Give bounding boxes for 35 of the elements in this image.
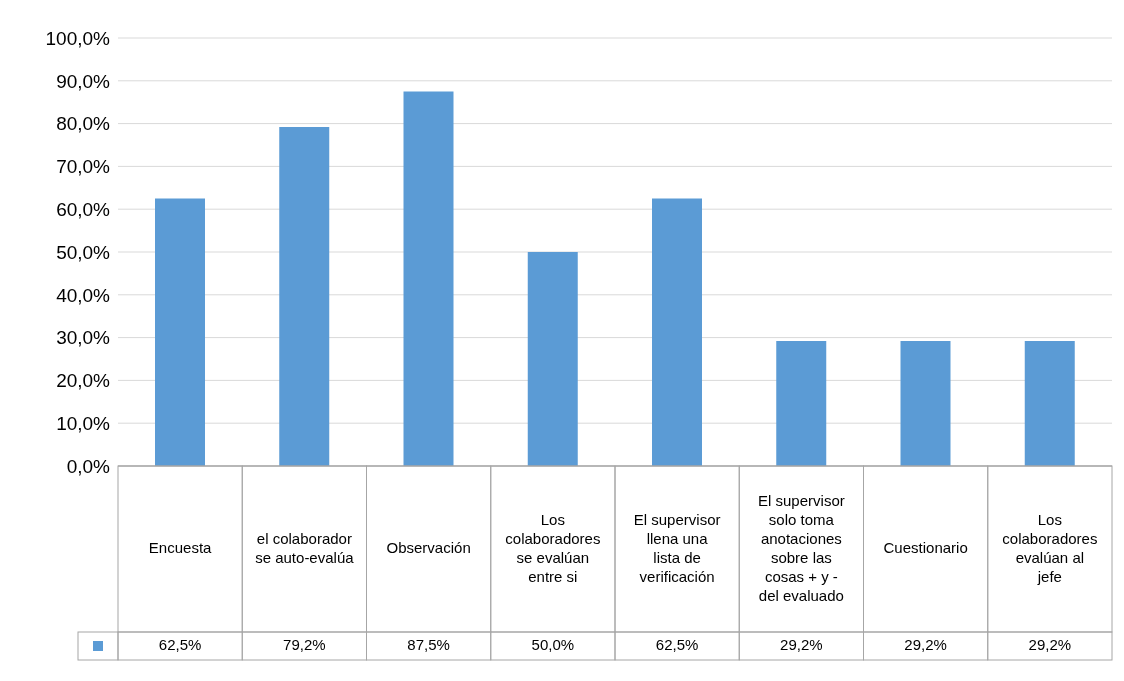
y-tick-label: 100,0% (45, 27, 111, 49)
bar (279, 127, 330, 466)
data-label: 29,2% (780, 635, 823, 653)
y-tick-label: 10,0% (56, 412, 111, 434)
data-label: 62,5% (655, 635, 699, 653)
x-tick-label: El supervisor solo toma anotaciones sobre las cosas + y - del evaluado (758, 491, 845, 604)
x-tick-label: Observación (386, 538, 471, 556)
data-label: 29,2% (1028, 635, 1072, 653)
bar (527, 252, 578, 466)
data-label: 29,2% (904, 635, 947, 653)
y-tick-label: 30,0% (56, 327, 111, 349)
y-tick-label: 80,0% (56, 113, 111, 135)
y-tick-label: 70,0% (56, 156, 111, 178)
x-tick-label: El supervisor llena una lista de verificación (633, 510, 721, 585)
bar (652, 198, 702, 466)
data-label: 62,5% (158, 635, 202, 653)
y-tick-label: 40,0% (56, 284, 111, 306)
x-tick-label: Cuestionario (883, 538, 968, 556)
y-tick-label: 20,0% (56, 370, 111, 392)
y-tick-label: 60,0% (56, 198, 111, 220)
data-label: 87,5% (407, 635, 450, 653)
bar (900, 341, 951, 466)
bar (403, 91, 454, 466)
bar (155, 198, 205, 466)
x-tick-label: Los colaboradores se evalúan entre si (505, 510, 601, 585)
x-tick-label: Los colaboradores evalúan al jefe (1002, 510, 1098, 585)
y-tick-label: 90,0% (56, 70, 111, 92)
x-tick-label: el colaborador se auto-evalúa (255, 529, 355, 566)
bar (1024, 341, 1075, 466)
y-tick-label: 0,0% (66, 455, 111, 477)
y-tick-label: 50,0% (56, 241, 111, 263)
x-tick-label: Encuesta (148, 538, 213, 556)
bar (776, 341, 827, 466)
data-label: 50,0% (531, 635, 575, 653)
data-label: 79,2% (283, 635, 326, 653)
